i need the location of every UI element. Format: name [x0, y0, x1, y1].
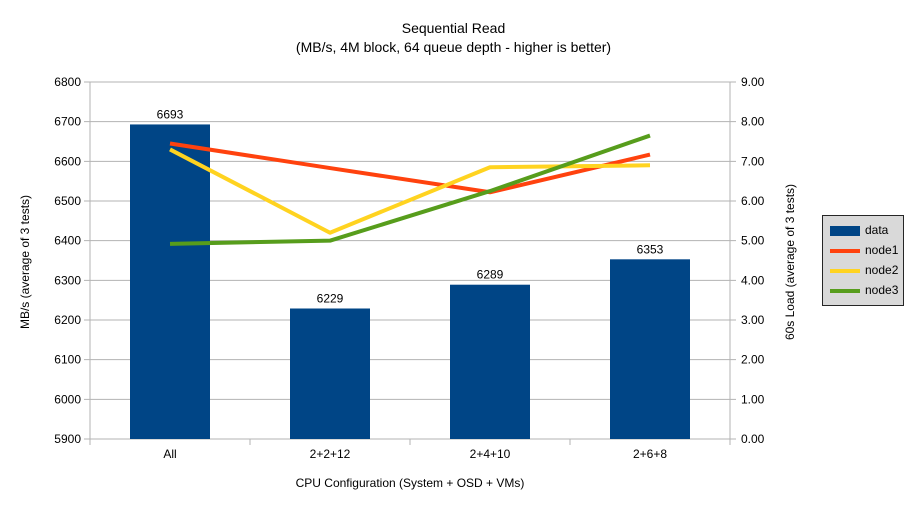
right-axis-tick-label: 1.00 [741, 392, 765, 406]
x-axis-category-label: 2+6+8 [633, 447, 667, 461]
legend-label: node3 [865, 283, 899, 297]
right-axis-tick-label: 2.00 [741, 353, 765, 367]
x-axis-title: CPU Configuration (System + OSD + VMs) [295, 476, 525, 490]
left-axis-tick-label: 6000 [54, 392, 81, 406]
right-axis-tick-label: 5.00 [741, 234, 765, 248]
bar-value-label: 6289 [477, 268, 504, 282]
bar-All [130, 124, 210, 440]
bar-value-label: 6229 [317, 291, 344, 305]
bar-2+2+12 [290, 308, 370, 439]
bar-value-label: 6353 [637, 242, 664, 256]
right-axis-tick-label: 6.00 [741, 194, 765, 208]
x-axis-category-label: 2+2+12 [310, 447, 351, 461]
line-node1 [169, 141, 651, 195]
legend-label: data [865, 223, 889, 237]
legend-item-node1: node1 [830, 243, 899, 258]
legend-item-data: data [830, 223, 899, 238]
right-axis-tick-label: 9.00 [741, 75, 765, 89]
right-axis-tick-label: 0.00 [741, 432, 765, 446]
left-axis-tick-label: 6200 [54, 313, 81, 327]
legend: data node1 node2 node3 [822, 215, 904, 306]
left-axis-tick-label: 6600 [54, 154, 81, 168]
left-axis-tick-label: 6400 [54, 234, 81, 248]
legend-swatch-node3 [830, 288, 860, 293]
left-axis-tick-label: 6100 [54, 353, 81, 367]
bar-2+4+10 [450, 284, 530, 439]
right-axis-tick-label: 8.00 [741, 115, 765, 129]
chart-subtitle: (MB/s, 4M block, 64 queue depth - higher… [295, 39, 612, 55]
line-node2 [169, 147, 651, 235]
x-axis-category-label: All [163, 447, 176, 461]
legend-item-node3: node3 [830, 283, 899, 298]
left-axis-tick-label: 6700 [54, 115, 81, 129]
x-axis-category-label: 2+4+10 [470, 447, 511, 461]
bar-value-label: 6693 [157, 107, 184, 121]
legend-swatch-data [830, 225, 860, 236]
right-axis-title: 60s Load (average of 3 tests) [783, 183, 797, 341]
left-axis-tick-label: 6800 [54, 75, 81, 89]
bar-2+6+8 [610, 259, 690, 439]
line-node3 [169, 133, 651, 246]
legend-label: node2 [865, 263, 899, 277]
right-axis-tick-label: 4.00 [741, 273, 765, 287]
chart-title: Sequential Read [401, 20, 506, 36]
left-axis-tick-label: 5900 [54, 432, 81, 446]
legend-swatch-node2 [830, 268, 860, 273]
left-axis-title: MB/s (average of 3 tests) [18, 194, 32, 330]
legend-swatch-node1 [830, 248, 860, 253]
right-axis-tick-label: 3.00 [741, 313, 765, 327]
legend-label: node1 [865, 243, 899, 257]
left-axis-tick-label: 6300 [54, 273, 81, 287]
right-axis-tick-label: 7.00 [741, 154, 765, 168]
legend-item-node2: node2 [830, 263, 899, 278]
left-axis-tick-label: 6500 [54, 194, 81, 208]
